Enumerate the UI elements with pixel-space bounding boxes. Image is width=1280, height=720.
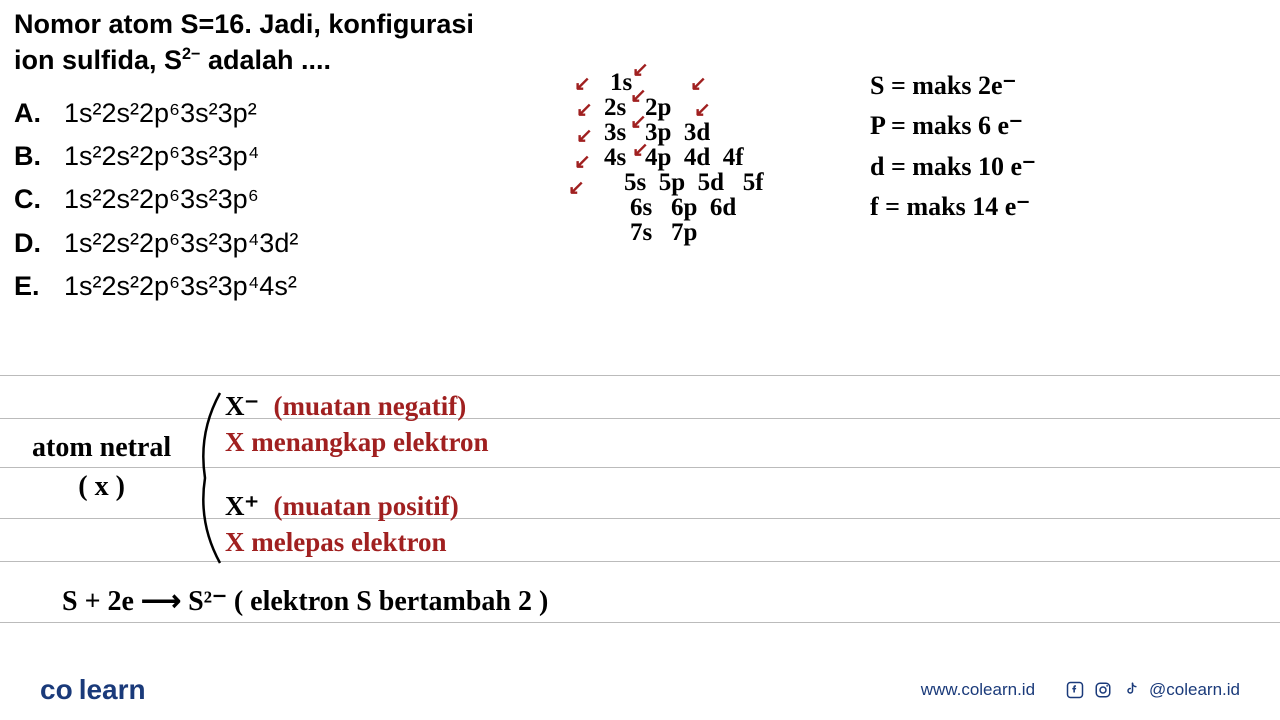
arrow-icon: ↙ xyxy=(576,126,593,146)
option-c: C. 1s²2s²2p⁶3s²3p⁶ xyxy=(14,178,298,221)
branch-positive: X⁺ (muatan positif) X melepas elektron xyxy=(225,488,459,561)
option-d: D. 1s²2s²2p⁶3s²3p⁴3d² xyxy=(14,222,298,265)
rule-line xyxy=(0,375,1280,376)
footer-bar: colearn www.colearn.id @colearn.id xyxy=(0,660,1280,720)
orbital-diagram: 1s 2s 2p 3s 3p 3d 4s 4p 4d 4f 5s 5p 5d 5… xyxy=(590,70,764,245)
question-line1: Nomor atom S=16. Jadi, konfigurasi xyxy=(14,6,474,42)
facebook-icon xyxy=(1065,680,1085,700)
option-b: B. 1s²2s²2p⁶3s²3p⁴ xyxy=(14,135,298,178)
footer-right: www.colearn.id @colearn.id xyxy=(921,680,1240,700)
maks-s: S = maks 2e⁻ xyxy=(870,66,1036,106)
arrow-icon: ↙ xyxy=(630,112,647,132)
footer-url: www.colearn.id xyxy=(921,680,1035,700)
arrow-icon: ↙ xyxy=(694,100,711,120)
arrow-icon: ↙ xyxy=(574,74,591,94)
arrow-icon: ↙ xyxy=(574,152,591,172)
arrow-icon: ↙ xyxy=(630,86,647,106)
atom-netral-label: atom netral ( x ) xyxy=(32,428,171,506)
option-e: E. 1s²2s²2p⁶3s²3p⁴4s² xyxy=(14,265,298,308)
maks-f: f = maks 14 e⁻ xyxy=(870,187,1036,227)
question-text: Nomor atom S=16. Jadi, konfigurasi ion s… xyxy=(14,6,474,79)
arrow-icon: ↙ xyxy=(632,60,649,80)
question-line2: ion sulfida, S2− adalah .... xyxy=(14,42,474,78)
maks-p: P = maks 6 e⁻ xyxy=(870,106,1036,146)
options-list: A. 1s²2s²2p⁶3s²3p² B. 1s²2s²2p⁶3s²3p⁴ C.… xyxy=(14,92,298,308)
arrow-icon: ↙ xyxy=(568,178,585,198)
colearn-logo: colearn xyxy=(40,674,146,706)
arrow-icon: ↙ xyxy=(690,74,707,94)
instagram-icon xyxy=(1093,680,1113,700)
arrow-icon: ↙ xyxy=(576,100,593,120)
maks-d: d = maks 10 e⁻ xyxy=(870,147,1036,187)
reaction-equation: S + 2e ⟶ S²⁻ ( elektron S bertambah 2 ) xyxy=(62,584,548,618)
option-a: A. 1s²2s²2p⁶3s²3p² xyxy=(14,92,298,135)
social-handle: @colearn.id xyxy=(1149,680,1240,700)
rule-line xyxy=(0,622,1280,623)
social-icons: @colearn.id xyxy=(1065,680,1240,700)
arrow-icon: ↙ xyxy=(632,140,649,160)
maks-block: S = maks 2e⁻ P = maks 6 e⁻ d = maks 10 e… xyxy=(870,66,1036,227)
branch-negative: X⁻ (muatan negatif) X menangkap elektron xyxy=(225,388,489,461)
branch-bracket-icon xyxy=(190,388,230,568)
tiktok-icon xyxy=(1121,680,1141,700)
